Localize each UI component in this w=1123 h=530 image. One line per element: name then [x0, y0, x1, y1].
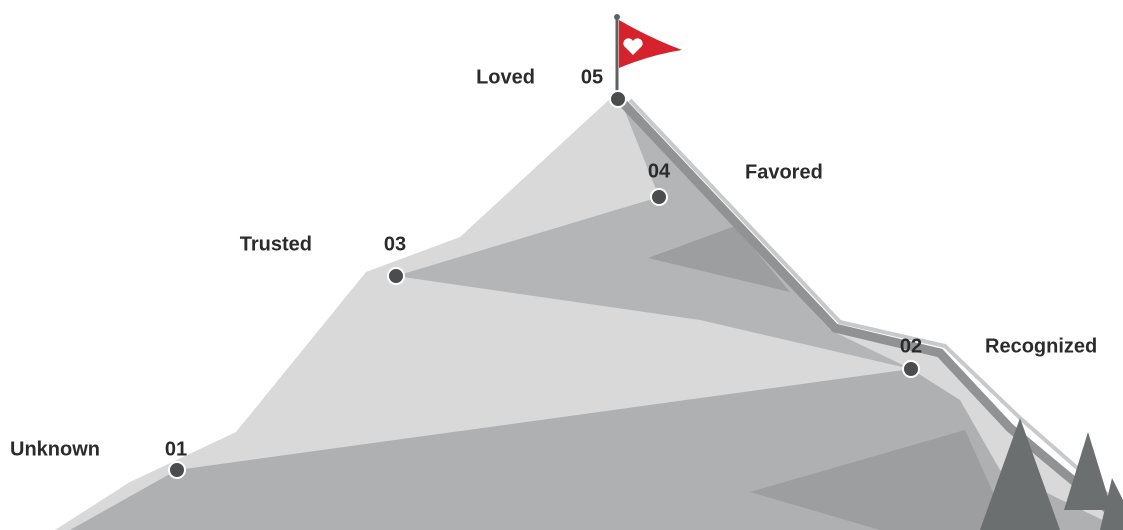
- stage-marker: [902, 360, 920, 378]
- stage-label: Loved: [476, 66, 535, 88]
- stage-marker: [609, 90, 627, 108]
- stage-label: Trusted: [240, 233, 312, 255]
- flag: [614, 14, 682, 99]
- stage-number: 04: [648, 160, 671, 182]
- mountain: [55, 97, 1123, 530]
- tree: [1064, 432, 1112, 510]
- stage-marker: [168, 461, 186, 479]
- stage-number: 05: [581, 66, 603, 88]
- stage-label: Favored: [745, 161, 823, 183]
- stage-label: Unknown: [10, 438, 100, 460]
- stage-number: 02: [900, 335, 922, 357]
- ridge-line: [619, 99, 1123, 526]
- tree-trunk: [1018, 500, 1022, 530]
- ridge-shadow: [648, 226, 790, 292]
- trees: [980, 418, 1123, 530]
- stage-label: Recognized: [985, 335, 1097, 357]
- stage-number: 01: [165, 438, 187, 460]
- mountain-right-face: [396, 104, 911, 369]
- stage-marker: [650, 188, 668, 206]
- ridge-highlight: [628, 98, 1123, 510]
- tree: [1100, 478, 1123, 530]
- flag-pole-top: [614, 14, 620, 20]
- stage-marker: [387, 267, 405, 285]
- base-shadow: [750, 430, 1010, 530]
- flag-cloth: [619, 20, 682, 68]
- flag-heart: [623, 38, 643, 55]
- stage-number: 03: [384, 233, 406, 255]
- markers: [168, 90, 920, 479]
- tree: [980, 418, 1060, 530]
